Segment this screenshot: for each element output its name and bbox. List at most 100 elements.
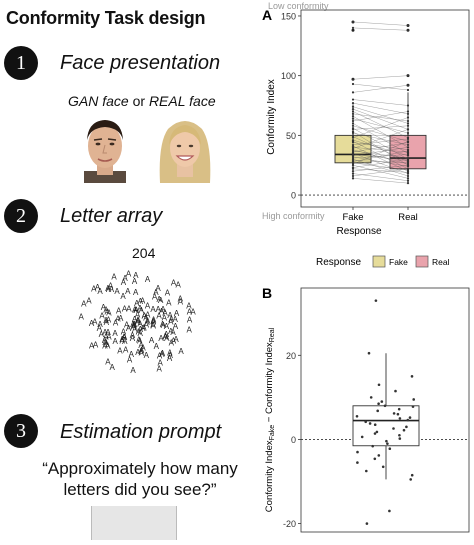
letter-glyph: A (110, 363, 116, 372)
panel-a-xtick-label: Fake (342, 212, 363, 223)
letter-glyph: A (164, 330, 170, 339)
letter-glyph: A (151, 317, 157, 326)
letter-glyph: A (111, 273, 117, 282)
panel-a-point-real (406, 149, 410, 152)
letter-glyph: A (112, 329, 118, 338)
panel-a-pair-line (352, 145, 409, 172)
panel-a-ylabel: Conformity Index (266, 79, 277, 155)
panel-a-point-fake (351, 110, 355, 113)
panel-a-outlier (351, 28, 355, 32)
panel-a-point-fake (351, 20, 355, 24)
step-3-badge: 3 (4, 414, 38, 448)
letter-glyph: A (178, 347, 184, 356)
panel-a-point-fake (351, 141, 355, 144)
panel-b-point (396, 412, 400, 416)
panel-a-point-fake (351, 124, 355, 127)
panel-a-pair-line (352, 117, 409, 138)
letter-glyph: A (171, 336, 177, 345)
letter-glyph: A (173, 315, 179, 324)
letter-glyph: A (137, 320, 143, 329)
panel-a-point-real (406, 174, 410, 178)
letter-glyph: A (145, 311, 151, 320)
letter-glyph: A (103, 316, 109, 325)
letter-glyph: A (132, 306, 138, 315)
letter-glyph: A (136, 336, 142, 345)
letter-glyph: A (132, 277, 138, 286)
letter-glyph: A (86, 297, 92, 306)
letter-glyph: A (190, 308, 196, 317)
letter-glyph: A (156, 305, 162, 314)
letter-glyph: A (103, 338, 109, 347)
letter-glyph: A (156, 312, 162, 321)
panel-a-pair-line (352, 108, 409, 130)
panel-a-point-real (406, 143, 410, 147)
letter-glyph: A (105, 328, 111, 337)
estimation-prompt: “Approximately how many letters did you … (30, 458, 250, 501)
step-1-badge: 1 (4, 46, 38, 80)
panel-a-pair-line (352, 165, 409, 179)
panel-a-point-real (406, 177, 410, 180)
panel-a-pair-line (352, 150, 409, 159)
letter-glyph: A (171, 278, 177, 287)
panel-a-pair-line (352, 129, 409, 149)
letter-glyph: A (130, 366, 136, 375)
panel-b-point (377, 454, 381, 457)
letter-glyph: A (105, 357, 111, 366)
letter-glyph: A (159, 350, 165, 359)
panel-a-point-real (406, 119, 410, 123)
panel-a-annot-bottom: High conformity (262, 211, 325, 221)
letter-glyph: A (130, 331, 136, 340)
panel-b-point (386, 442, 389, 445)
letter-glyph: A (122, 304, 128, 313)
panel-a-point-real (406, 104, 410, 107)
panel-a-annot-top: Low conformity (268, 1, 329, 11)
panel-a-pair-line (352, 83, 409, 91)
panel-a-point-real (406, 116, 410, 119)
letter-glyph: A (135, 311, 141, 320)
panel-a-point-real (406, 164, 410, 167)
panel-a-chart: A Low conformity High conformity Conform… (262, 1, 470, 268)
panel-b-ytick-label: -20 (283, 519, 296, 529)
letter-glyph: A (145, 317, 151, 326)
letter-glyph: A (131, 322, 137, 331)
letter-glyph: A (134, 306, 140, 315)
legend-swatch-fake (372, 255, 386, 268)
letter-glyph: A (138, 347, 144, 356)
panel-b-point (368, 422, 372, 425)
letter-glyph: A (157, 352, 163, 361)
letter-glyph: A (139, 306, 145, 315)
figure-title: Conformity Task design (6, 8, 206, 28)
panel-b-ylabel-sub2: Real (269, 327, 276, 342)
letter-glyph: A (109, 285, 115, 294)
panel-a-point-real (406, 110, 410, 113)
letter-glyph: A (121, 278, 127, 287)
letter-glyph: A (160, 305, 166, 314)
panel-a-pair-line (352, 178, 409, 184)
panel-a-pair-line (352, 168, 409, 173)
panel-b-point (365, 522, 369, 525)
panel-b-point (373, 423, 377, 427)
panel-b-point (364, 420, 367, 424)
panel-b-point (355, 415, 359, 418)
panel-b-point (381, 465, 385, 469)
panel-a-point-fake (351, 107, 355, 111)
panel-b-point (369, 396, 373, 399)
letter-glyph: A (173, 322, 179, 331)
panel-a-pair-line (352, 85, 409, 93)
panel-b-point (365, 469, 368, 473)
letter-glyph: A (137, 304, 143, 313)
letter-glyph: A (158, 359, 164, 368)
panel-a-point-fake (351, 115, 355, 118)
letter-glyph: A (105, 284, 111, 293)
letter-glyph: A (103, 305, 109, 314)
legend-label-fake: Fake (389, 257, 408, 267)
letter-glyph: A (173, 335, 179, 344)
letter-glyph: A (117, 347, 123, 356)
letter-glyph: A (169, 315, 175, 324)
letter-glyph: A (151, 316, 157, 325)
panel-a-pair-line (352, 150, 409, 162)
panel-a-point-real (406, 74, 410, 77)
step-3-title: Estimation prompt (60, 421, 222, 443)
letter-glyph: A (126, 324, 132, 333)
panel-a-xtick-label: Real (398, 212, 418, 223)
